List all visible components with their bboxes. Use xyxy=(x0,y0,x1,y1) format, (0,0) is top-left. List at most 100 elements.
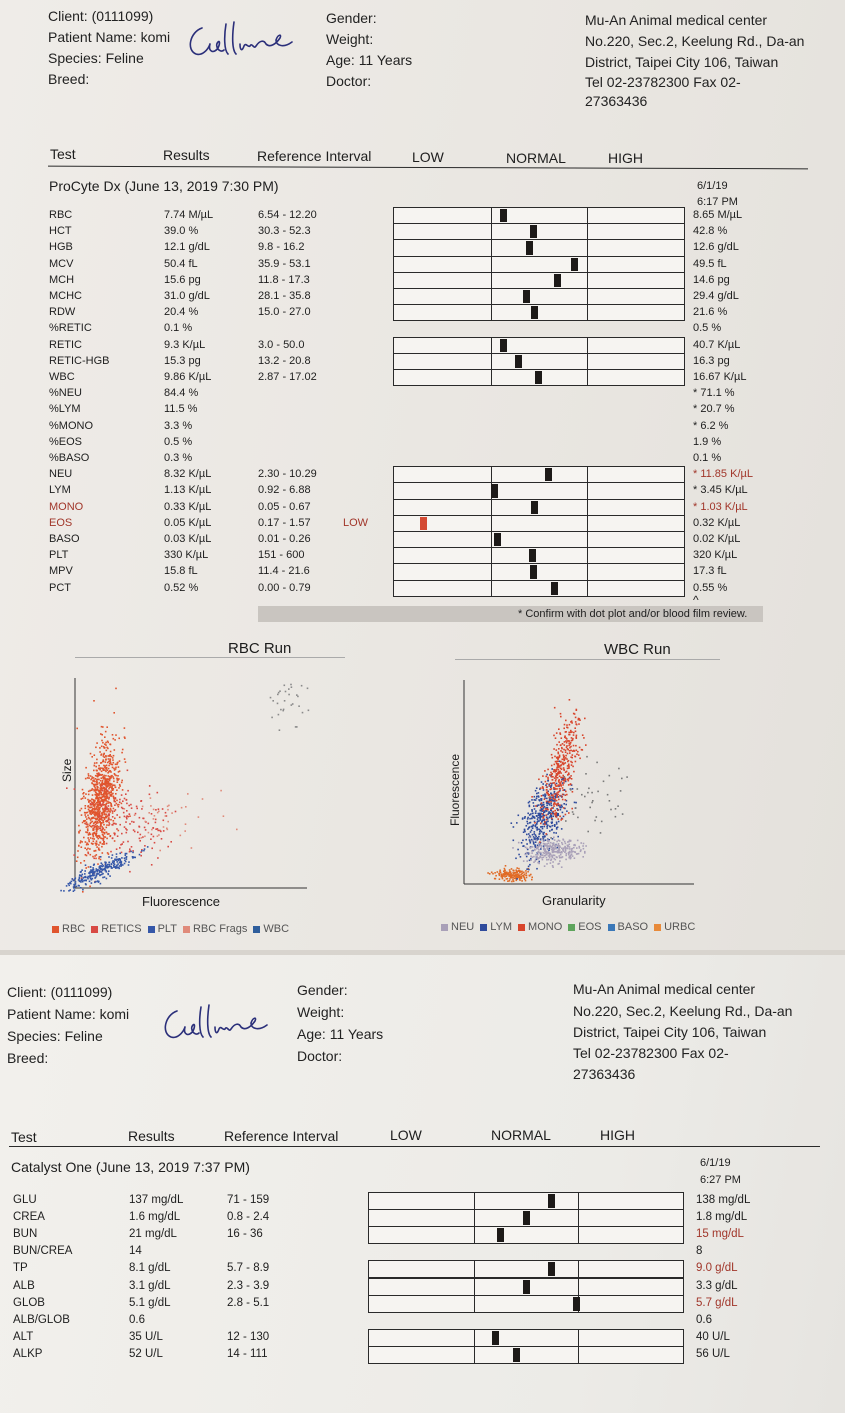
row-test-name: %RETIC xyxy=(49,322,92,335)
urbc-cluster xyxy=(487,865,533,883)
prev-time: 6:27 PM xyxy=(700,1174,741,1186)
col-reference: Reference Interval xyxy=(257,148,372,164)
row-reference-interval: 13.2 - 20.8 xyxy=(258,354,311,367)
row-test-name: MCV xyxy=(49,257,74,270)
row-previous-result: 12.6 g/dL xyxy=(693,241,739,254)
wbc-run-scatter-plot xyxy=(463,680,694,885)
row-test-name: MCHC xyxy=(49,290,82,302)
result-marker xyxy=(513,1347,520,1362)
row-result: 0.6 xyxy=(129,1313,145,1326)
row-test-name: GLU xyxy=(13,1194,37,1206)
range-bar xyxy=(393,482,685,500)
col-normal: NORMAL xyxy=(506,150,566,166)
legend-label: WBC xyxy=(263,923,290,935)
row-previous-result: 42.8 % xyxy=(693,225,728,238)
weight-label: Weight: xyxy=(326,31,374,47)
row-reference-interval: 0.92 - 6.88 xyxy=(258,484,311,497)
row-test-name: ALB/GLOB xyxy=(13,1313,70,1326)
rbc-run-scatter-plot xyxy=(60,678,310,893)
col-high: HIGH xyxy=(608,150,643,166)
range-bar xyxy=(393,547,685,565)
row-reference-interval: 3.0 - 50.0 xyxy=(258,338,305,351)
row-result: 1.13 K/µL xyxy=(164,484,212,497)
result-marker xyxy=(500,338,507,352)
row-reference-interval: 15.0 - 27.0 xyxy=(258,306,311,319)
row-test-name: %MONO xyxy=(49,419,93,432)
gender-label: Gender: xyxy=(326,10,377,26)
row-test-name: NEU xyxy=(49,468,73,481)
row-reference-interval: 28.1 - 35.8 xyxy=(258,290,311,302)
row-test-name: HCT xyxy=(49,225,72,238)
gender-label: Gender: xyxy=(297,982,348,998)
row-previous-result: * 6.2 % xyxy=(693,419,729,432)
col-high: HIGH xyxy=(600,1127,635,1143)
baso-cluster xyxy=(549,755,628,839)
clinic-name: Mu-An Animal medical center xyxy=(585,12,768,28)
row-result: 0.52 % xyxy=(164,581,199,594)
col-test: Test xyxy=(11,1129,37,1145)
range-bar xyxy=(393,531,685,549)
wbc-run-rule xyxy=(455,659,720,660)
clinic-address-2: District, Taipei City 106, Taiwan xyxy=(585,54,779,70)
row-previous-result: 9.0 g/dL xyxy=(696,1262,738,1275)
result-marker xyxy=(497,1228,504,1243)
row-test-name: GLOB xyxy=(13,1296,45,1309)
range-bar xyxy=(393,514,685,532)
legend-label: EOS xyxy=(578,921,602,933)
row-previous-result: 138 mg/dL xyxy=(696,1194,751,1206)
row-result: 20.4 % xyxy=(164,306,199,319)
col-results: Results xyxy=(163,147,210,163)
col-results: Results xyxy=(128,1128,175,1144)
legend-swatch xyxy=(568,923,576,931)
col-test: Test xyxy=(50,146,76,162)
row-result: 0.33 K/µL xyxy=(164,500,212,513)
legend-swatch xyxy=(147,925,155,933)
row-previous-result: 0.6 xyxy=(696,1313,712,1326)
mono-cluster xyxy=(531,699,587,843)
row-test-name: %NEU xyxy=(49,387,83,400)
weight-label: Weight: xyxy=(297,1004,345,1020)
legend-label: PLT xyxy=(157,923,177,935)
row-result: 5.1 g/dL xyxy=(129,1296,171,1309)
row-result: 9.3 K/µL xyxy=(164,338,206,351)
rbc-run-title: RBC Run xyxy=(228,640,292,657)
result-marker xyxy=(523,1211,530,1226)
row-test-name: CREA xyxy=(13,1211,45,1224)
age-label: Age: 11 Years xyxy=(297,1026,384,1042)
confirm-note: * Confirm with dot plot and/or blood fil… xyxy=(518,608,748,620)
row-reference-interval: 5.7 - 8.9 xyxy=(227,1262,270,1275)
legend-label: RETICS xyxy=(101,923,142,935)
row-test-name: EOS xyxy=(49,516,73,529)
doctor-label: Doctor: xyxy=(326,73,372,89)
row-previous-result: 16.67 K/µL xyxy=(693,371,747,383)
patient-name-line: Patient Name: komi xyxy=(48,29,171,45)
row-test-name: %EOS xyxy=(49,435,83,448)
clinic-address-1: No.220, Sec.2, Keelung Rd., Da-an xyxy=(585,33,805,49)
row-previous-result: 0.32 K/µL xyxy=(693,516,741,529)
row-previous-result: 1.8 mg/dL xyxy=(696,1211,748,1224)
rbc-legend: RBC RETICS PLT RBC Frags WBC xyxy=(46,923,289,935)
row-previous-result: 16.3 pg xyxy=(693,354,730,367)
row-test-name: RDW xyxy=(49,306,76,319)
row-reference-interval: 2.87 - 17.02 xyxy=(258,371,317,383)
range-bar xyxy=(393,498,685,516)
result-marker xyxy=(554,273,561,287)
range-bar xyxy=(393,288,685,306)
row-previous-result: 40 U/L xyxy=(696,1330,730,1343)
row-previous-result: 14.6 pg xyxy=(693,273,730,286)
range-bar xyxy=(393,563,685,581)
range-bar xyxy=(393,255,685,273)
row-test-name: MCH xyxy=(49,273,75,286)
row-result: 3.3 % xyxy=(164,419,193,432)
row-test-name: BUN/CREA xyxy=(13,1245,73,1258)
row-result: 31.0 g/dL xyxy=(164,290,210,302)
doctor-label: Doctor: xyxy=(297,1048,343,1064)
result-marker xyxy=(523,1279,530,1294)
row-reference-interval: 0.8 - 2.4 xyxy=(227,1211,270,1224)
row-previous-result: * 11.85 K/µL xyxy=(693,468,753,481)
age-label: Age: 11 Years xyxy=(326,52,413,68)
row-reference-interval: 9.8 - 16.2 xyxy=(258,241,305,254)
row-test-name: RETIC-HGB xyxy=(49,354,110,367)
row-result: 35 U/L xyxy=(129,1330,163,1343)
wbc-ylabel: Fluorescence xyxy=(448,753,462,826)
